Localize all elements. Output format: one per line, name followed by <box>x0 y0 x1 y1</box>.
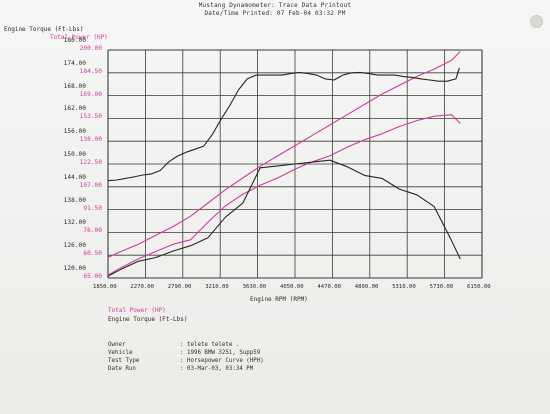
test-type-label: Test Type <box>108 358 140 364</box>
rpm-tick-label: 3630.00 <box>242 284 267 290</box>
rpm-tick-label: 4890.00 <box>354 284 379 290</box>
owner-value: : telete telete . <box>180 342 240 348</box>
power-tick-label: 91.50 <box>83 204 102 212</box>
torque-tick-label: 138.00 <box>63 196 86 204</box>
power-tick-label: 200.00 <box>79 45 102 52</box>
punch-hole <box>530 15 543 28</box>
right-axis-title: Total Power (HP) <box>50 34 108 41</box>
owner-label: Owner <box>108 342 126 348</box>
rpm-tick-label: 5310.00 <box>392 284 416 290</box>
date-run-label: Date Run <box>108 366 136 372</box>
power-tick-label: 107.00 <box>79 181 102 189</box>
power-tick-label: 138.00 <box>79 136 102 144</box>
rpm-tick-label: 6150.00 <box>467 284 491 290</box>
vehicle-value: : 1996 BMW 325i, Supp59 <box>180 350 261 356</box>
test-type-value: : Horsepower Curve (HPH) <box>180 358 264 364</box>
torque-tick-label: 174.00 <box>63 59 86 67</box>
power-tick-label: 153.50 <box>79 113 102 121</box>
power-tick-label: 65.00 <box>83 273 102 280</box>
rpm-tick-label: 2270.00 <box>130 284 154 290</box>
x-axis-title: Engine RPM (RPM) <box>250 296 308 303</box>
printout-title: Mustang Dynamometer: Trace Data Printout <box>198 2 352 9</box>
series-line-power-2 <box>107 114 461 276</box>
torque-tick-label: 180.00 <box>63 37 86 44</box>
torque-tick-label: 156.00 <box>63 128 86 136</box>
rpm-tick-label: 3210.00 <box>205 284 229 290</box>
legend-torque: Engine Torque (Ft-Lbs) <box>108 316 188 323</box>
power-tick-label: 122.50 <box>79 159 102 166</box>
left-axis-title: Engine Torque (Ft-Lbs) <box>4 26 84 33</box>
series-line-torque-1 <box>107 67 460 182</box>
torque-tick-label: 144.00 <box>63 173 86 181</box>
rpm-tick-label: 1850.00 <box>93 284 117 290</box>
torque-tick-label: 150.00 <box>63 151 86 158</box>
date-run-value: : 03-Mar-03, 03:34 PM <box>180 366 254 372</box>
power-tick-label: 76.00 <box>83 227 102 235</box>
printout-date: Date/Time Printed: 07 Feb-04 03:32 PM <box>204 10 346 17</box>
torque-tick-label: 126.00 <box>63 242 86 250</box>
rpm-tick-label: 2790.00 <box>167 284 192 290</box>
rpm-tick-label: 5730.00 <box>429 284 454 290</box>
legend-power: Total Power (HP) <box>108 307 166 314</box>
series-line-power-0 <box>107 51 461 258</box>
power-tick-label: 169.00 <box>79 90 102 98</box>
torque-tick-label: 120.00 <box>63 265 86 272</box>
power-tick-label: 60.50 <box>83 250 102 258</box>
torque-tick-label: 168.00 <box>63 82 86 90</box>
torque-tick-label: 162.00 <box>63 105 86 113</box>
power-tick-label: 184.50 <box>79 67 102 75</box>
torque-tick-label: 132.00 <box>63 219 86 227</box>
series-line-torque-3 <box>107 159 461 277</box>
rpm-tick-label: 4470.00 <box>317 284 341 290</box>
vehicle-label: Vehicle <box>108 350 133 356</box>
rpm-tick-label: 4050.00 <box>280 284 304 290</box>
